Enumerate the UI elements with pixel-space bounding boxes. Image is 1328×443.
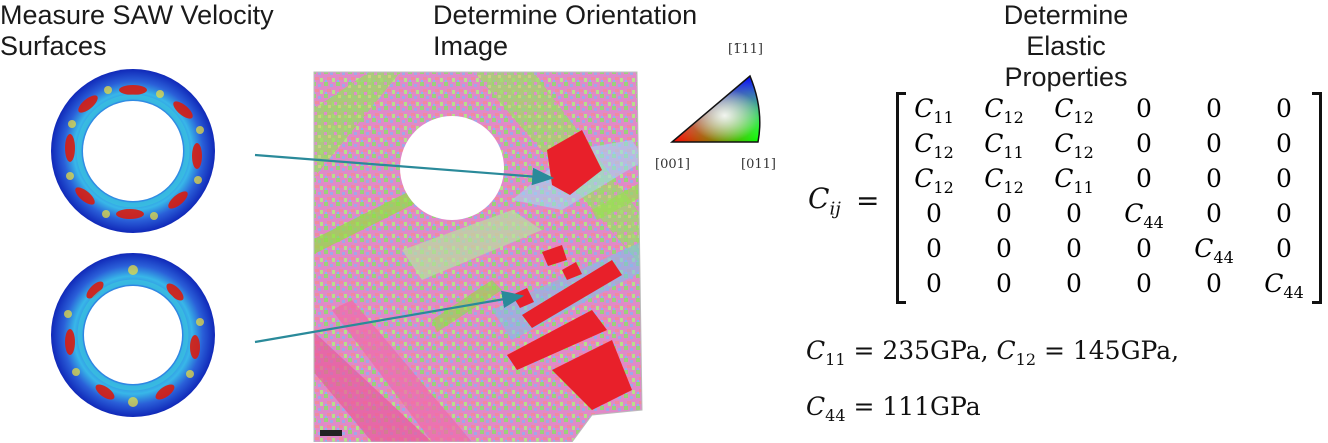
matrix-cell-r2c4: 0 [1136, 129, 1152, 158]
matrix-cell-r2c5: 0 [1206, 129, 1222, 158]
matrix-cell-r6c4: 0 [1136, 269, 1152, 298]
matrix-cell-r5c4: 0 [1136, 234, 1152, 263]
ipf-label-001: [001] [655, 157, 690, 172]
ipf-label-111: [1̅11] [728, 42, 763, 57]
elastic-heading: Determine Elastic Properties [1003, 0, 1129, 92]
matrix-cell-r3c4: 0 [1136, 164, 1152, 193]
matrix-cell-r5c5: C44 [1194, 234, 1234, 267]
matrix-cell-r1c2: C12 [984, 94, 1024, 127]
ipf-label-011: [011] [741, 157, 776, 172]
matrix-cell-r5c6: 0 [1276, 234, 1292, 263]
matrix-cell-r3c3: C11 [1054, 164, 1094, 197]
matrix-cell-r1c6: 0 [1276, 94, 1292, 123]
matrix-cell-r4c1: 0 [926, 199, 942, 228]
saw-velocity-surface-bottom [51, 253, 215, 417]
matrix-cell-r2c2: C11 [984, 129, 1024, 162]
matrix-cell-r1c1: C11 [914, 94, 954, 127]
matrix-cell-r1c3: C12 [1054, 94, 1094, 127]
matrix-cell-r2c3: C12 [1054, 129, 1094, 162]
orientation-image [313, 71, 643, 442]
orientation-heading: Determine Orientation Image [433, 0, 698, 61]
cij-symbol: Cij [808, 182, 841, 220]
stiffness-matrix: C11 C12 C12 0 0 0 C12 C11 C12 0 0 0 C12 C12 C11 0 0 0 0 0 0 C… [896, 92, 1322, 304]
matrix-cell-r3c5: 0 [1206, 164, 1222, 193]
result-line-2: C44 = 111GPa [806, 392, 981, 425]
result-line-1: C11 = 235GPa, C12 = 145GPa, [806, 336, 1180, 369]
matrix-cell-r6c1: 0 [926, 269, 942, 298]
matrix-cell-r4c6: 0 [1276, 199, 1292, 228]
matrix-cell-r2c6: 0 [1276, 129, 1292, 158]
matrix-cell-r2c1: C12 [914, 129, 954, 162]
saw-heading: Measure SAW Velocity Surfaces [0, 0, 274, 61]
matrix-cell-r5c3: 0 [1066, 234, 1082, 263]
equals-sign: = [856, 184, 880, 217]
matrix-cell-r1c4: 0 [1136, 94, 1152, 123]
ipf-legend-triangle [669, 74, 761, 143]
matrix-cell-r6c3: 0 [1066, 269, 1082, 298]
matrix-cell-r5c2: 0 [996, 234, 1012, 263]
matrix-cell-r5c1: 0 [926, 234, 942, 263]
matrix-cell-r4c2: 0 [996, 199, 1012, 228]
matrix-cell-r6c5: 0 [1206, 269, 1222, 298]
scale-bar [320, 430, 342, 436]
stiffness-matrix-equation: Cij = C11 C12 C12 0 0 0 C12 C11 C12 0 0 0 C12 C12 C11 0… [808, 92, 1322, 307]
matrix-cell-r1c5: 0 [1206, 94, 1222, 123]
sample-hole [400, 116, 504, 220]
matrix-cell-r4c3: 0 [1066, 199, 1082, 228]
matrix-cell-r4c5: 0 [1206, 199, 1222, 228]
matrix-cell-r6c2: 0 [996, 269, 1012, 298]
matrix-cell-r3c2: C12 [984, 164, 1024, 197]
matrix-cell-r3c1: C12 [914, 164, 954, 197]
matrix-cell-r6c6: C44 [1264, 269, 1304, 302]
saw-velocity-surface-top [51, 69, 215, 233]
matrix-cell-r3c6: 0 [1276, 164, 1292, 193]
matrix-cell-r4c4: C44 [1124, 199, 1164, 232]
